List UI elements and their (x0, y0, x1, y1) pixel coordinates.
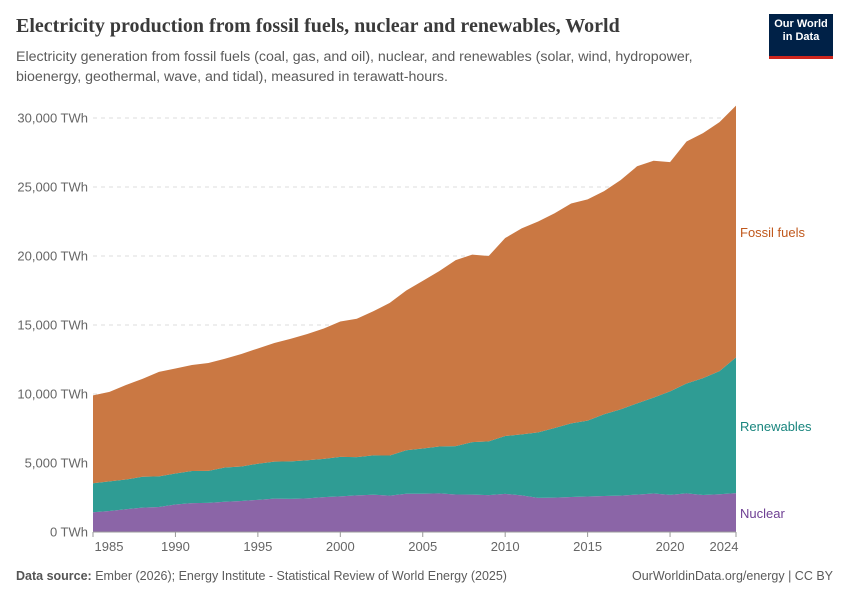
x-tick-label: 2005 (408, 539, 437, 554)
series-label-fossil-fuels[interactable]: Fossil fuels (740, 225, 806, 240)
logo-line-2: in Data (782, 30, 820, 43)
credit-link[interactable]: OurWorldinData.org/energy | CC BY (631, 569, 833, 583)
x-tick-label: 2000 (326, 539, 355, 554)
area-fossil-fuels (93, 105, 736, 484)
x-tick-label: 2020 (656, 539, 685, 554)
y-tick-label: 20,000 TWh (17, 249, 88, 264)
x-tick-label: 1990 (161, 539, 190, 554)
x-tick-label: 2024 (710, 539, 739, 554)
area-nuclear (93, 493, 736, 532)
x-tick-label: 1985 (95, 539, 124, 554)
x-tick-label: 2015 (573, 539, 602, 554)
y-tick-label: 10,000 TWh (17, 387, 88, 402)
y-tick-label: 15,000 TWh (17, 318, 88, 333)
logo-line-1: Our World (774, 18, 828, 30)
owid-logo[interactable]: Our World in Data (769, 14, 833, 59)
y-tick-label: 5,000 TWh (25, 456, 88, 471)
data-source-text[interactable]: Ember (2026); Energy Institute - Statist… (95, 569, 507, 583)
data-source-label: Data source: (16, 569, 92, 583)
y-tick-label: 25,000 TWh (17, 180, 88, 195)
chart-title: Electricity production from fossil fuels… (16, 15, 620, 37)
data-source: Data source: Ember (2026); Energy Instit… (16, 569, 507, 583)
y-tick-label: 0 TWh (50, 525, 88, 540)
series-label-nuclear[interactable]: Nuclear (740, 506, 785, 521)
x-tick-label: 1995 (243, 539, 272, 554)
area-renewables (93, 357, 736, 513)
y-tick-label: 30,000 TWh (17, 111, 88, 126)
x-tick-label: 2010 (491, 539, 520, 554)
series-label-renewables[interactable]: Renewables (740, 419, 812, 434)
chart-subtitle: Electricity generation from fossil fuels… (16, 49, 693, 85)
